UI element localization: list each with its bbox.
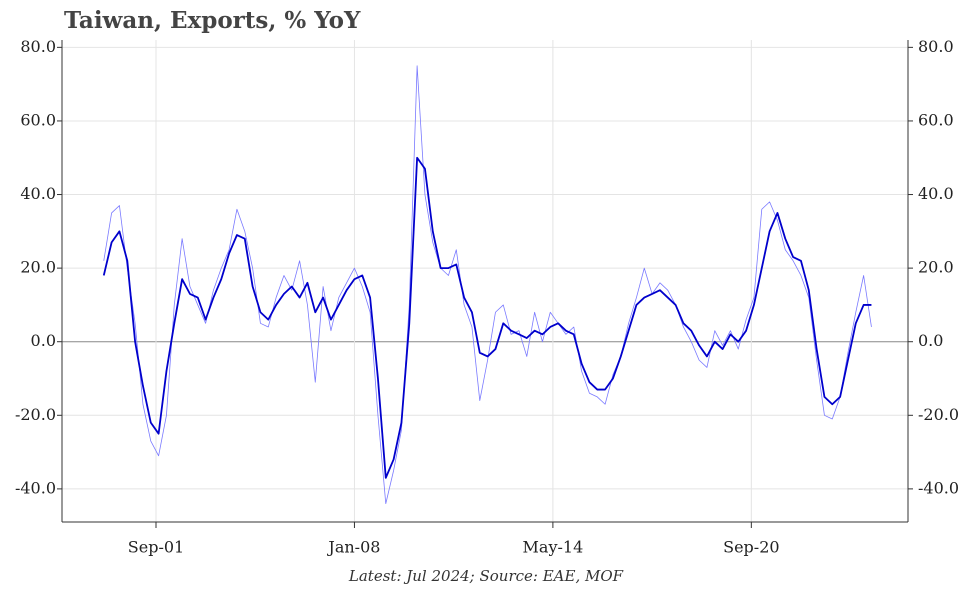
x-tick-label: Sep-20 — [723, 538, 779, 557]
y-tick-label: 20.0 — [20, 258, 56, 277]
y2-tick-label: -40.0 — [918, 478, 959, 497]
y-tick-label: -20.0 — [15, 405, 56, 424]
x-tick-label: Jan-08 — [326, 538, 380, 557]
y2-tick-label: 20.0 — [918, 258, 954, 277]
y-tick-label: 40.0 — [20, 184, 56, 203]
y-tick-label: 80.0 — [20, 37, 56, 56]
y-tick-label: 60.0 — [20, 110, 56, 129]
chart-title: Taiwan, Exports, % YoY — [64, 7, 361, 34]
y-tick-label: 0.0 — [31, 331, 56, 350]
footnote: Latest: Jul 2024; Source: EAE, MOF — [348, 567, 624, 585]
series-line — [102, 156, 872, 479]
x-tick-label: May-14 — [523, 538, 584, 557]
y2-tick-label: -20.0 — [918, 405, 959, 424]
y2-tick-label: 80.0 — [918, 37, 954, 56]
y2-tick-label: 60.0 — [918, 110, 954, 129]
y-tick-label: -40.0 — [15, 478, 56, 497]
y2-tick-label: 0.0 — [918, 331, 943, 350]
y2-tick-label: 40.0 — [918, 184, 954, 203]
x-tick-label: Sep-01 — [128, 538, 184, 557]
series-line — [103, 65, 872, 504]
